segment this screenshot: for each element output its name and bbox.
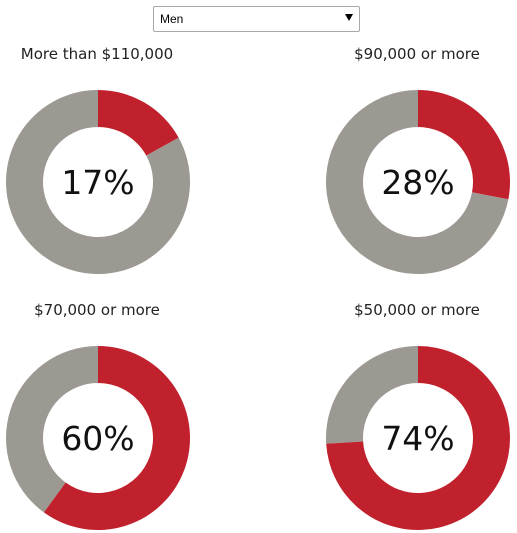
donut-percent-label: 74%	[381, 419, 454, 458]
donut-chart-50k: 74%	[326, 346, 510, 530]
donut-percent-label: 60%	[61, 419, 134, 458]
dropdown-arrow-icon	[345, 14, 353, 21]
donut-remainder-slice	[326, 346, 418, 444]
donut-value-slice	[418, 90, 510, 200]
chart-title-50k: $50,000 or more	[354, 301, 480, 319]
chart-title-110k: More than $110,000	[20, 45, 174, 63]
donut-chart-90k: 28%	[326, 90, 510, 274]
donut-value-slice	[43, 346, 191, 530]
donut-remainder-slice	[5, 90, 190, 274]
gender-select-value: Men	[160, 12, 184, 26]
donut-percent-label: 17%	[61, 163, 134, 202]
donut-remainder-slice	[326, 90, 509, 274]
donut-value-slice	[98, 90, 179, 156]
chart-title-70k: $70,000 or more	[34, 301, 160, 319]
chart-title-90k: $90,000 or more	[354, 45, 480, 63]
donut-chart-110k: 17%	[5, 90, 190, 274]
gender-select[interactable]: Men	[153, 6, 360, 32]
donut-chart-70k: 60%	[5, 346, 191, 530]
donut-remainder-slice	[5, 346, 99, 513]
donut-value-slice	[326, 346, 510, 530]
donut-percent-label: 28%	[381, 163, 454, 202]
